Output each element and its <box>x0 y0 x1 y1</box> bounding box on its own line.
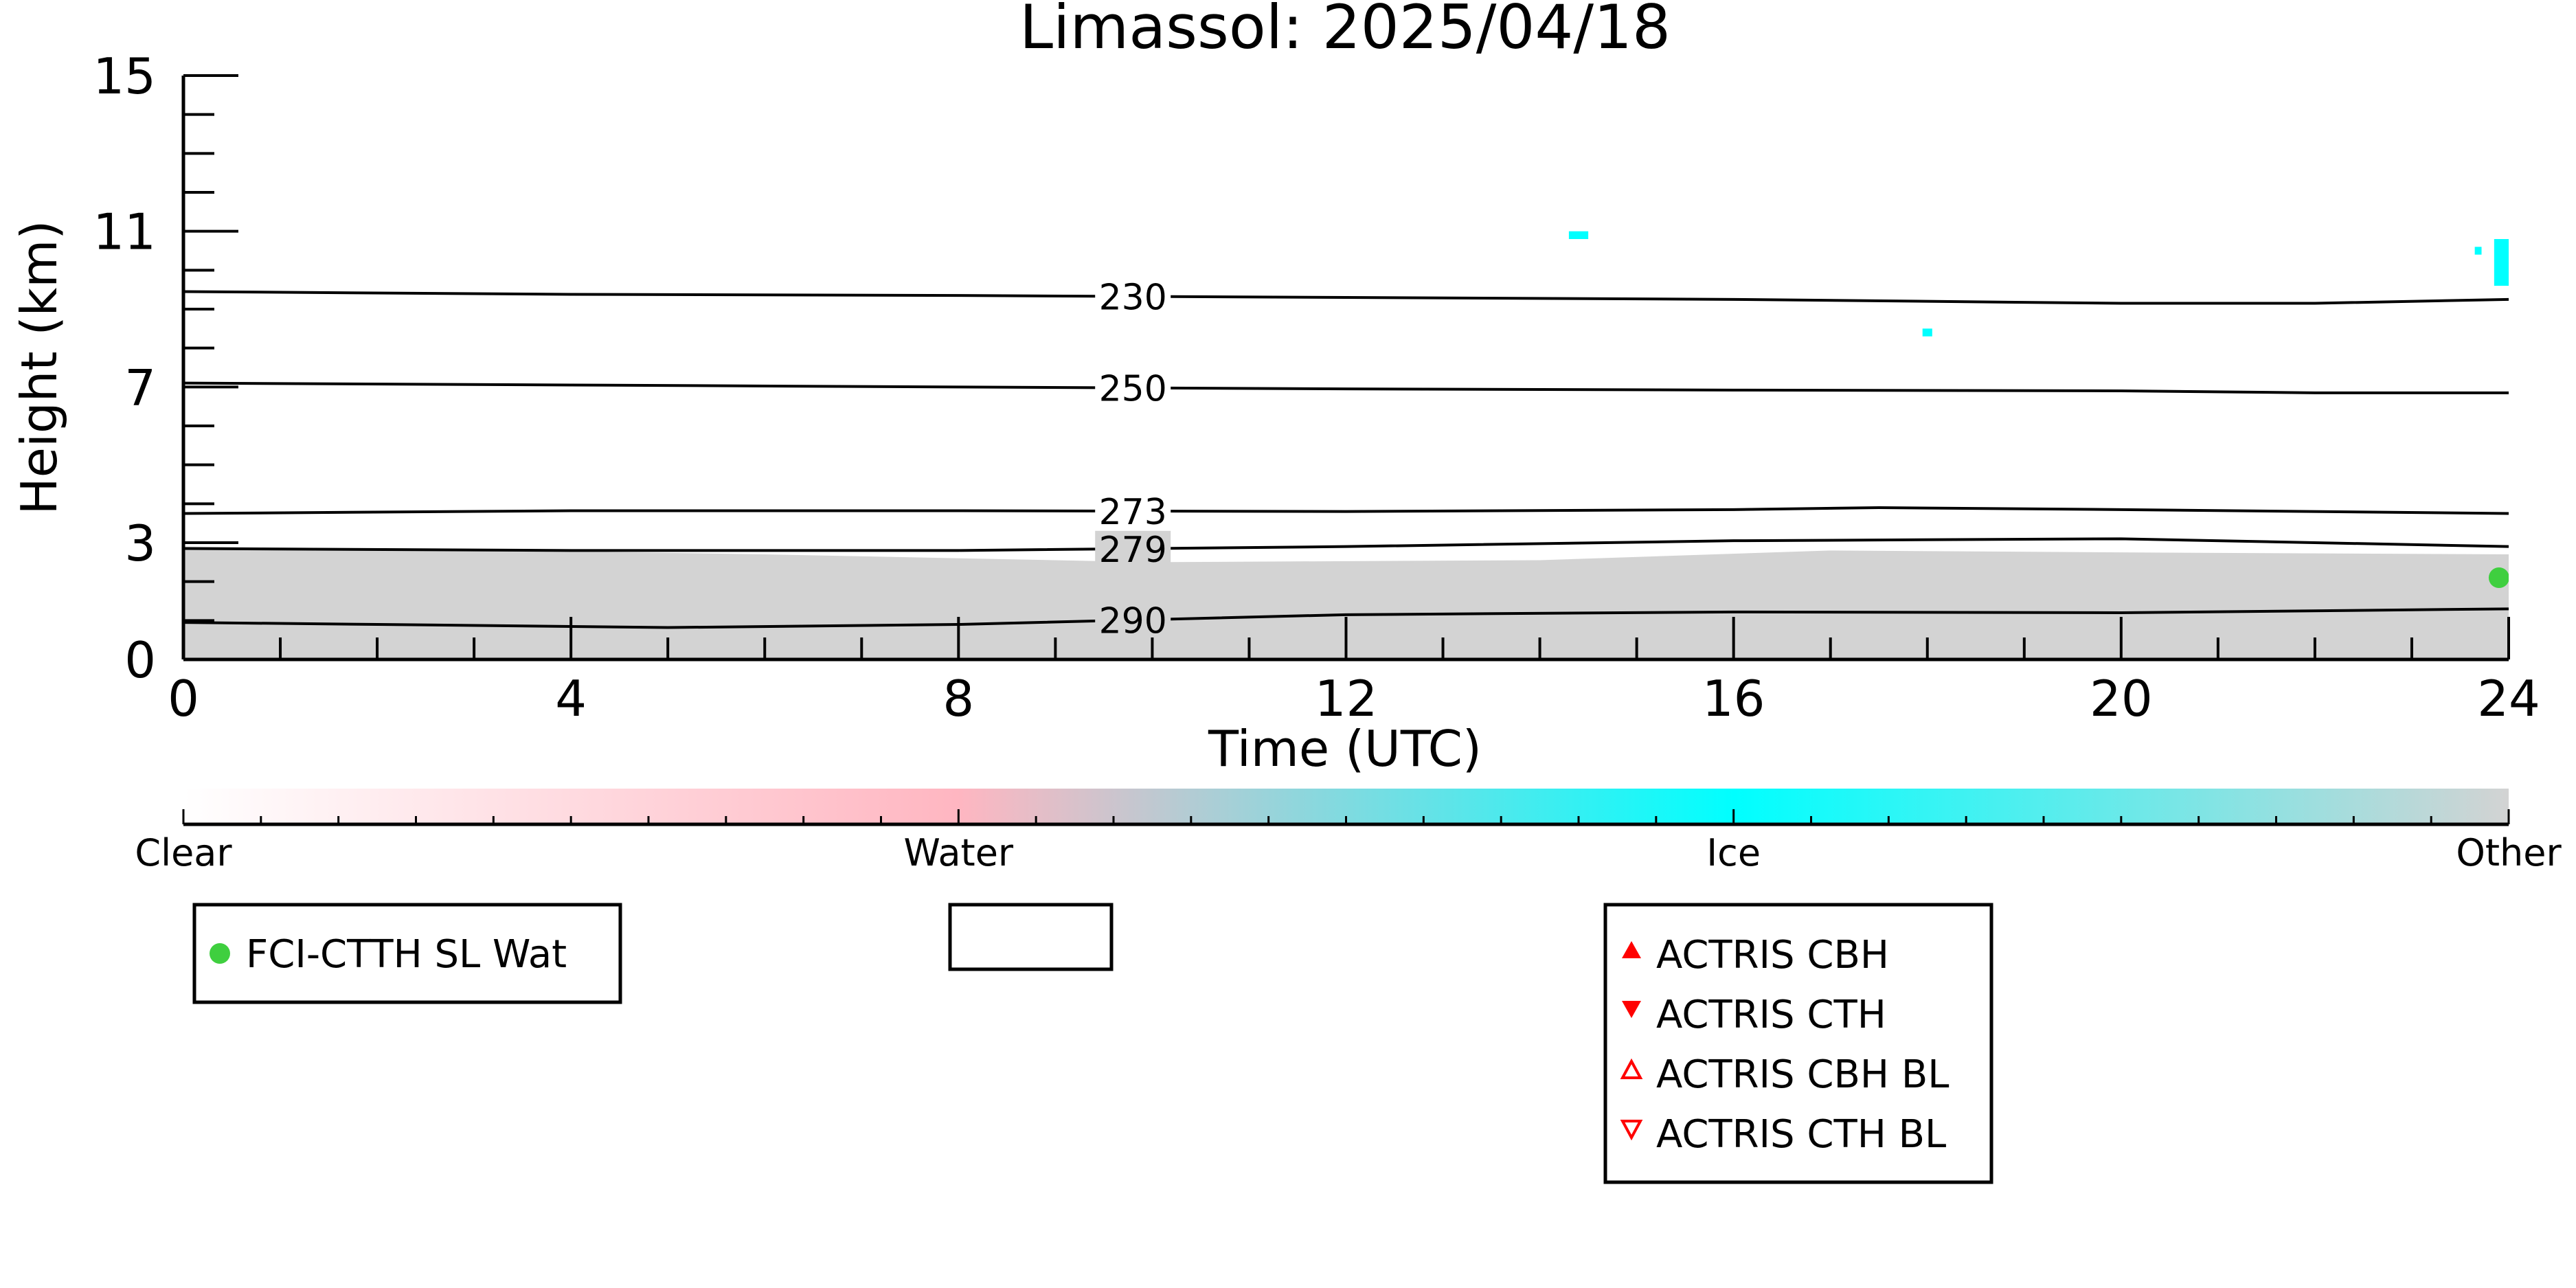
triangle-down-icon <box>1622 1001 1641 1018</box>
region-ice-2 <box>1922 328 1932 337</box>
y-axis-label: Height (km) <box>10 221 68 515</box>
marker-point-0 <box>2488 567 2509 588</box>
legend-label-cbh: ACTRIS CBH <box>1656 933 1889 978</box>
colorbar-ticks: Clear Water Ice Other <box>135 809 2562 874</box>
isotherm-label-gap-250 <box>1095 370 1171 406</box>
y-tick-label-15: 15 <box>93 47 156 105</box>
isotherm-230 <box>183 290 2509 305</box>
colorbar-label-clear: Clear <box>135 831 232 874</box>
triangle-down-outline-icon <box>1620 1120 1643 1141</box>
x-tick-label-4: 4 <box>555 670 587 727</box>
y-tick-label-7: 7 <box>124 359 156 416</box>
y-tick-label-0: 0 <box>124 631 156 689</box>
isotherm-label-gap-230 <box>1095 278 1171 315</box>
x-tick-label-20: 20 <box>2090 670 2153 727</box>
legend-label-cbh-bl: ACTRIS CBH BL <box>1656 1052 1949 1097</box>
isotherm-273 <box>183 506 2509 515</box>
isotherm-label-gap-290 <box>1095 602 1171 638</box>
region-other-0 <box>183 546 2509 659</box>
legend-label-cth: ACTRIS CTH <box>1656 993 1886 1037</box>
cloud-phase-regions <box>183 231 2509 659</box>
colorbar-label-other: Other <box>2456 831 2562 874</box>
colorbar: Clear Water Ice Other <box>135 789 2562 874</box>
x-tick-label-24: 24 <box>2477 670 2540 727</box>
plot-area <box>183 231 2509 659</box>
x-tick-label-0: 0 <box>168 670 199 727</box>
y-axis-ticks: 0 3 7 11 15 <box>93 47 238 689</box>
x-axis-ticks: 0 4 8 12 16 20 24 <box>168 617 2540 727</box>
legend-label-fci: FCI-CTTH SL Wat <box>246 932 567 977</box>
isotherm-label-230: 230 <box>1099 277 1167 318</box>
legend-box-1: FCI-CTTH SL Wat <box>192 903 622 1004</box>
x-axis-label: Time (UTC) <box>1208 720 1482 778</box>
isotherm-label-290: 290 <box>1099 601 1167 642</box>
triangle-up-outline-icon <box>1620 1058 1643 1079</box>
colorbar-label-ice: Ice <box>1706 831 1761 874</box>
isotherm-250 <box>183 381 2509 394</box>
legend-circle-marker <box>210 943 230 964</box>
colorbar-label-water: Water <box>904 831 1014 874</box>
triangle-up-icon <box>1622 941 1641 958</box>
isotherm-label-279: 279 <box>1099 530 1167 571</box>
x-tick-label-16: 16 <box>1702 670 1765 727</box>
region-ice-4 <box>2494 239 2509 286</box>
y-tick-label-11: 11 <box>93 203 156 261</box>
isotherm-label-gap-279 <box>1095 530 1171 567</box>
isotherm-279 <box>183 537 2509 552</box>
isotherm-label-250: 250 <box>1099 369 1167 410</box>
legend-frame-1 <box>192 903 622 1004</box>
region-ice-3 <box>2474 247 2482 255</box>
isotherm-label-gap-273 <box>1095 493 1171 530</box>
y-tick-label-3: 3 <box>124 515 156 572</box>
region-ice-1 <box>1568 231 1589 239</box>
chart-title: Limassol: 2025/04/18 <box>1019 0 1671 63</box>
legend-label-cth-bl: ACTRIS CTH BL <box>1656 1112 1946 1157</box>
x-tick-label-8: 8 <box>942 670 974 727</box>
isotherm-label-273: 273 <box>1099 492 1167 533</box>
legend-box-2 <box>948 903 1114 971</box>
legend-box-3: ACTRIS CBH ACTRIS CTH ACTRIS CBH BL ACTR… <box>1603 903 1993 1184</box>
x-tick-label-12: 12 <box>1315 670 1378 727</box>
legend-frame-2 <box>948 903 1114 971</box>
legend-frame-3 <box>1603 903 1993 1184</box>
markers <box>2488 567 2509 588</box>
